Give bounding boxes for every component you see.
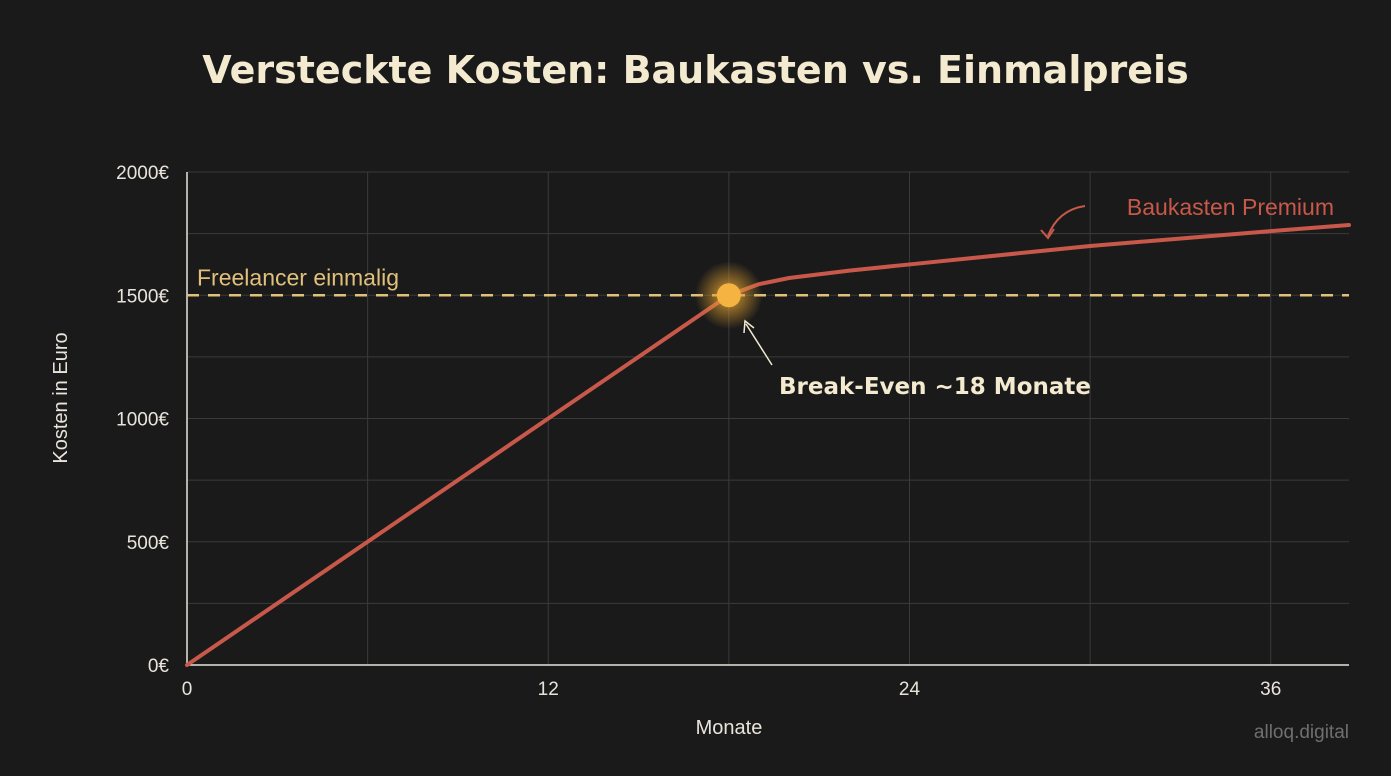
break-even-arrow — [745, 323, 773, 366]
x-tick-label: 12 — [538, 679, 559, 700]
y-tick-label: 2000€ — [116, 163, 169, 184]
freelancer-label: Freelancer einmalig — [197, 264, 399, 290]
y-tick-label: 500€ — [127, 533, 170, 554]
baukasten-label: Baukasten Premium — [1127, 194, 1334, 220]
watermark: alloq.digital — [1253, 722, 1349, 743]
y-tick-label: 1000€ — [116, 410, 169, 431]
y-tick-label: 0€ — [148, 656, 170, 677]
chart-title: Versteckte Kosten: Baukasten vs. Einmalp… — [202, 48, 1189, 92]
arrowhead-icon — [743, 319, 755, 334]
arrowhead-icon — [1040, 228, 1055, 240]
curved-arrow-icon — [1047, 205, 1086, 237]
y-axis-label: Kosten in Euro — [50, 332, 72, 463]
break-even-label: Break-Even ~18 Monate — [779, 374, 1091, 400]
x-tick-label: 36 — [1260, 679, 1281, 700]
x-tick-label: 0 — [182, 679, 193, 700]
baukasten-line — [185, 222, 1351, 667]
x-tick-label: 24 — [899, 679, 921, 700]
break-even-marker — [716, 283, 741, 308]
x-axis-label: Monate — [696, 717, 763, 739]
y-tick-label: 1500€ — [116, 286, 169, 307]
